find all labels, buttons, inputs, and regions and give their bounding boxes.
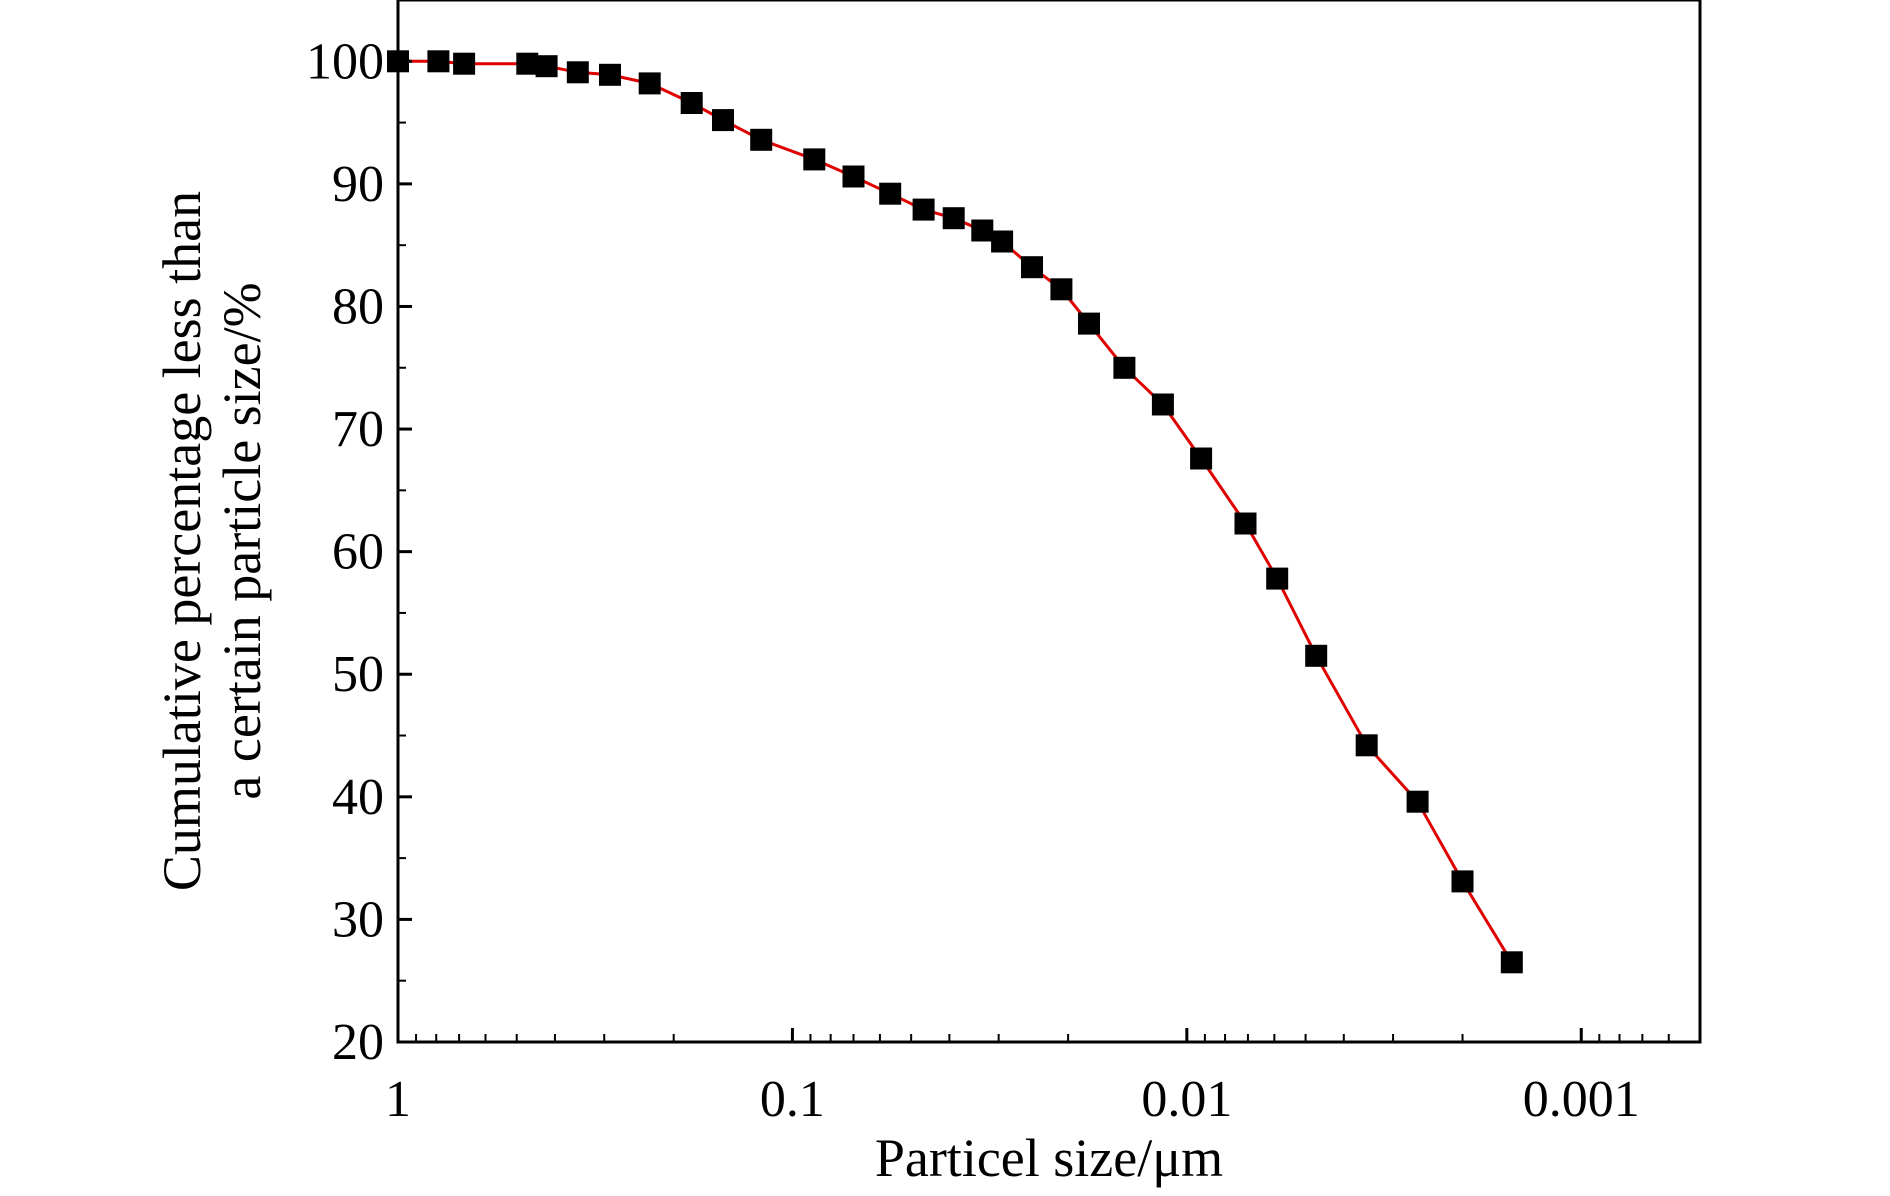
- data-point: [1451, 870, 1474, 893]
- y-tick-label: 20: [332, 1014, 384, 1071]
- data-point: [750, 128, 773, 151]
- data-point: [942, 207, 965, 230]
- data-point: [680, 92, 703, 114]
- data-point: [1406, 790, 1429, 813]
- data-point: [991, 230, 1014, 253]
- data-point: [1266, 567, 1289, 590]
- data-point: [1078, 312, 1100, 335]
- data-point: [1113, 356, 1136, 379]
- data-point: [566, 61, 589, 84]
- data-point: [1050, 278, 1073, 301]
- data-point: [1355, 734, 1378, 757]
- data-point: [971, 219, 994, 242]
- axes-layer: [396, 0, 1702, 1044]
- y-tick-label: 60: [332, 524, 384, 581]
- labels-layer: 20 30 40 50 60 70 80 90 100 1 0.1 0.01 0.001 Particel…: [152, 33, 1640, 1188]
- data-point: [1500, 951, 1523, 974]
- data-point: [516, 52, 539, 75]
- data-point: [803, 148, 826, 171]
- data-point: [427, 50, 450, 73]
- data-point: [535, 55, 558, 78]
- data-point: [1021, 256, 1043, 279]
- data-point: [912, 198, 935, 221]
- y-tick-label: 30: [332, 891, 384, 948]
- data-point: [879, 182, 902, 205]
- y-axis-title-line: a certain particle size/%: [212, 282, 272, 799]
- data-point: [1190, 447, 1213, 470]
- data-point: [712, 109, 734, 132]
- data-point: [1234, 512, 1257, 535]
- data-point: [599, 63, 621, 86]
- x-tick-label: 0.001: [1523, 1071, 1640, 1128]
- data-point: [842, 165, 865, 188]
- y-axis-title-line: Cumulative percentage less than: [152, 191, 212, 891]
- x-tick-label: 1: [385, 1071, 411, 1128]
- y-tick-label: 80: [332, 278, 384, 335]
- y-tick-label: 90: [332, 156, 384, 213]
- y-tick-label: 100: [306, 33, 384, 90]
- y-tick-label: 40: [332, 769, 384, 826]
- x-tick-label: 0.01: [1141, 1071, 1232, 1128]
- y-tick-label: 70: [332, 401, 384, 458]
- data-point: [453, 52, 476, 75]
- series-line: [398, 59, 1514, 964]
- data-point: [1151, 393, 1174, 416]
- data-point: [638, 72, 661, 95]
- x-axis-title: Particel size/μm: [875, 1128, 1223, 1188]
- y-tick-label: 50: [332, 646, 384, 703]
- y-axis-title: Cumulative percentage less thana certain…: [152, 191, 272, 891]
- series-layer: [387, 50, 1523, 974]
- x-tick-label: 0.1: [760, 1071, 825, 1128]
- plot-frame: [396, 0, 1702, 1044]
- data-point: [1305, 644, 1328, 667]
